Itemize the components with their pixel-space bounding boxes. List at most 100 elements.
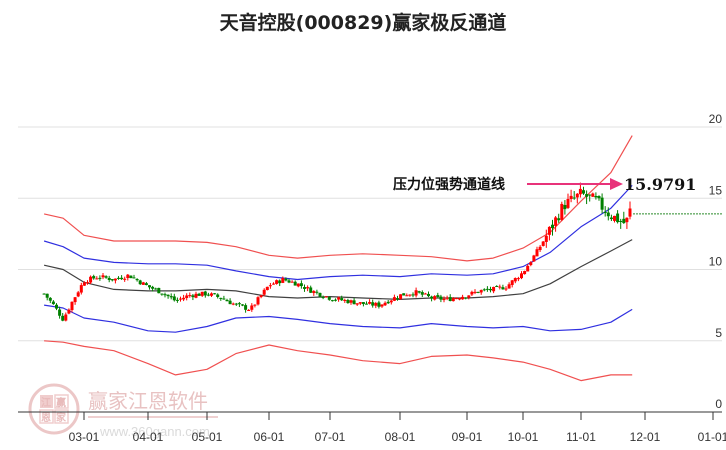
candle-body bbox=[188, 295, 192, 297]
candle-body bbox=[92, 276, 96, 279]
candle-body bbox=[169, 296, 173, 298]
candle-body bbox=[628, 208, 632, 217]
candle-body bbox=[166, 294, 170, 297]
candle-body bbox=[120, 277, 124, 280]
channel-bands bbox=[43, 135, 633, 382]
y-tick-label: 0 bbox=[715, 397, 722, 411]
candle-body bbox=[185, 295, 189, 299]
candle-body bbox=[485, 288, 489, 290]
candle-body bbox=[61, 315, 65, 321]
annotation-label: 压力位强势通道线 bbox=[393, 176, 505, 193]
x-tick-label: 01-01 bbox=[698, 430, 726, 444]
candle-body bbox=[420, 292, 424, 295]
candle-body bbox=[436, 295, 440, 297]
candle-body bbox=[157, 287, 161, 294]
candle-body bbox=[544, 235, 548, 242]
chart-title: 天音控股(000829)赢家极反通道 bbox=[219, 12, 507, 34]
candle-body bbox=[290, 281, 294, 283]
candle-body bbox=[498, 286, 502, 288]
candle-body bbox=[163, 294, 167, 296]
candle-body bbox=[337, 297, 341, 300]
candle-body bbox=[309, 287, 313, 293]
candle-body bbox=[625, 217, 629, 223]
candle-body bbox=[48, 297, 52, 301]
candle-body bbox=[95, 278, 99, 280]
candle-body bbox=[355, 303, 359, 305]
candle-body bbox=[287, 280, 291, 283]
candle-body bbox=[448, 297, 452, 302]
candle-body bbox=[582, 190, 585, 194]
candle-body bbox=[182, 297, 186, 300]
candle-body bbox=[141, 282, 145, 285]
candle-body bbox=[383, 302, 387, 306]
candle-body bbox=[532, 255, 536, 262]
x-tick-label: 07-01 bbox=[315, 430, 346, 444]
candle-body bbox=[315, 291, 319, 293]
candle-body bbox=[284, 278, 288, 281]
candle-body bbox=[45, 293, 49, 298]
candle-body bbox=[464, 297, 468, 299]
candle-body bbox=[343, 300, 347, 302]
y-tick-label: 20 bbox=[709, 112, 723, 126]
inner-lower-band bbox=[44, 304, 633, 333]
candle-body bbox=[365, 303, 368, 305]
candle-body bbox=[430, 296, 434, 299]
candle-body bbox=[179, 298, 182, 300]
candle-body bbox=[386, 301, 390, 304]
candle-body bbox=[110, 279, 114, 281]
candle-body bbox=[64, 314, 68, 321]
candle-body bbox=[172, 296, 176, 301]
candle-body bbox=[619, 220, 623, 222]
candle-body bbox=[572, 197, 576, 199]
y-tick-label: 5 bbox=[715, 326, 722, 340]
candle-body bbox=[389, 300, 393, 303]
candle-body bbox=[554, 217, 558, 226]
candle-body bbox=[377, 302, 381, 307]
candle-body bbox=[132, 277, 136, 279]
candle-body bbox=[538, 246, 542, 251]
candle-body bbox=[427, 293, 430, 297]
watermark: 江 赢 恩 家 赢家江恩软件 www.360gann.com bbox=[28, 383, 218, 439]
candle-body bbox=[213, 293, 217, 295]
candle-body bbox=[467, 295, 471, 298]
candle-body bbox=[70, 301, 74, 311]
candle-body bbox=[275, 280, 279, 284]
candle-body bbox=[265, 286, 269, 291]
candle-body bbox=[259, 295, 263, 298]
resistance-annotation: 压力位强势通道线 15.9791 bbox=[393, 175, 696, 194]
candle-body bbox=[575, 193, 579, 198]
candle-body bbox=[458, 298, 461, 300]
candle-body bbox=[306, 287, 310, 289]
inner-upper-band bbox=[43, 184, 633, 281]
seal-char: 赢 bbox=[56, 396, 66, 409]
candle-body bbox=[411, 294, 415, 296]
candle-body bbox=[578, 188, 582, 195]
candle-body bbox=[117, 277, 120, 279]
watermark-url: www.360gann.com bbox=[99, 424, 210, 439]
candle-body bbox=[58, 309, 62, 316]
candle-body bbox=[551, 224, 554, 229]
candle-body bbox=[597, 196, 601, 199]
y-axis-labels: 0 5 10 15 20 bbox=[709, 112, 723, 411]
candle-body bbox=[89, 276, 93, 283]
candle-body bbox=[526, 265, 530, 272]
candle-body bbox=[253, 304, 257, 306]
candle-body bbox=[566, 199, 570, 208]
candle-body bbox=[303, 287, 306, 289]
x-axis: 03-01 04-01 05-01 06-01 07-01 08-01 09-01 10-01… bbox=[18, 411, 726, 444]
outer-lower-band bbox=[44, 340, 633, 382]
candle-body bbox=[216, 294, 220, 297]
y-tick-label: 10 bbox=[709, 255, 723, 269]
candle-body bbox=[622, 218, 626, 224]
candle-body bbox=[113, 278, 117, 281]
candle-body bbox=[569, 195, 573, 199]
candle-body bbox=[374, 303, 378, 306]
candle-body bbox=[148, 285, 151, 288]
candlesticks bbox=[42, 182, 632, 322]
candle-body bbox=[123, 278, 127, 280]
candle-body bbox=[399, 294, 403, 300]
candle-body bbox=[334, 299, 337, 301]
candle-body bbox=[368, 301, 372, 304]
candle-body bbox=[433, 296, 437, 300]
